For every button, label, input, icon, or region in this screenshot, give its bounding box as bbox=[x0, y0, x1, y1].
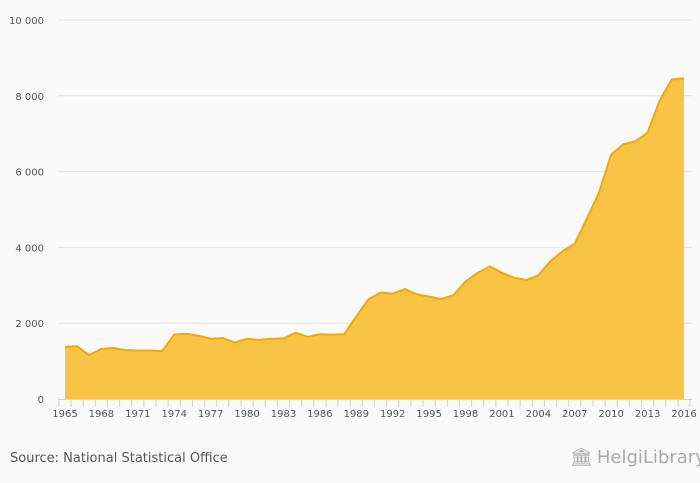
x-tick-label: 1977 bbox=[198, 409, 223, 420]
logo-text: HelgiLibrary bbox=[596, 447, 700, 468]
x-tick-label: 2010 bbox=[598, 409, 623, 420]
y-tick-label: 10 000 bbox=[9, 16, 44, 27]
x-tick-label: 2007 bbox=[562, 409, 587, 420]
library-icon: 🏛 bbox=[570, 447, 593, 468]
y-tick-label: 0 bbox=[38, 395, 44, 406]
y-tick-label: 6 000 bbox=[15, 168, 44, 179]
area-chart: 0 2 000 4 000 6 000 8 000 10 000 1965 1968 1971 1… bbox=[9, 16, 697, 420]
series-line bbox=[64, 77, 685, 357]
x-tick-label: 1983 bbox=[271, 409, 296, 420]
x-tick-label: 2013 bbox=[635, 409, 660, 420]
x-tick-label: 2016 bbox=[671, 409, 696, 420]
y-tick-label: 8 000 bbox=[15, 92, 44, 103]
x-tick-label: 1989 bbox=[344, 409, 369, 420]
x-tick-label: 1968 bbox=[89, 409, 114, 420]
x-tick-label: 2004 bbox=[526, 409, 551, 420]
x-tick-label: 2001 bbox=[489, 409, 514, 420]
x-tick-label: 1995 bbox=[416, 409, 441, 420]
area-fill bbox=[65, 78, 684, 399]
x-tick-label: 1998 bbox=[453, 409, 478, 420]
x-tick-label: 1992 bbox=[380, 409, 405, 420]
x-tick-label: 1986 bbox=[307, 409, 332, 420]
helgilibrary-logo[interactable]: 🏛 HelgiLibrary bbox=[570, 447, 700, 468]
y-tick-label: 2 000 bbox=[15, 319, 44, 330]
x-tick-label: 1965 bbox=[52, 409, 77, 420]
x-tick-label: 1971 bbox=[125, 409, 150, 420]
y-tick-label: 4 000 bbox=[15, 243, 44, 254]
source-note: Source: National Statistical Office bbox=[10, 451, 228, 466]
x-tick-label: 1980 bbox=[234, 409, 259, 420]
x-tick-label: 1974 bbox=[162, 409, 187, 420]
